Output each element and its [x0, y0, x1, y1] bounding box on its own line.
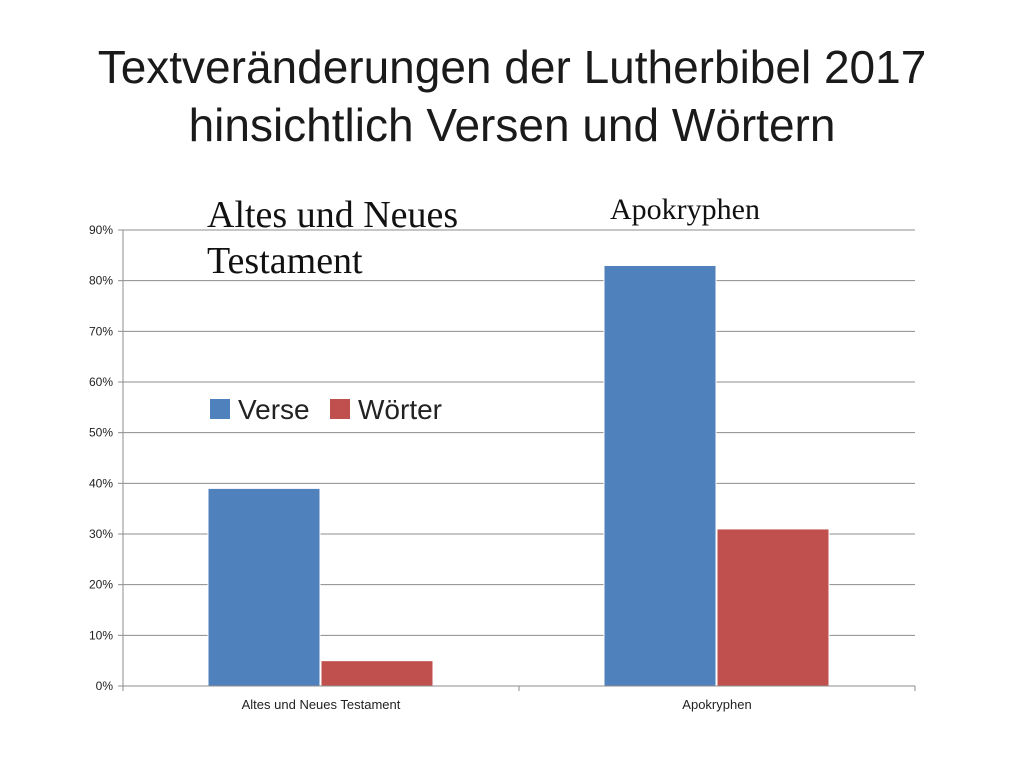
x-category-label: Altes und Neues Testament	[242, 697, 401, 712]
overlay-label-apokryphen: Apokryphen	[610, 193, 760, 226]
slide-title: Textveränderungen der Lutherbibel 2017 h…	[0, 38, 1024, 154]
title-line-1: Textveränderungen der Lutherbibel 2017	[97, 41, 927, 93]
legend-label: Wörter	[358, 394, 442, 425]
legend-label: Verse	[238, 394, 310, 425]
overlay-label-testament: Altes und Neues Testament	[207, 192, 458, 284]
y-tick-label: 50%	[89, 426, 113, 440]
y-tick-label: 90%	[89, 223, 113, 237]
y-tick-label: 20%	[89, 578, 113, 592]
y-tick-label: 70%	[89, 324, 113, 338]
bar-w-rter-1	[320, 660, 434, 687]
bar-w-rter-2	[716, 528, 830, 687]
y-tick-label: 80%	[89, 274, 113, 288]
bar-verse-2	[603, 264, 717, 687]
y-tick-label: 0%	[96, 679, 114, 693]
y-tick-label: 10%	[89, 628, 113, 642]
y-tick-label: 40%	[89, 476, 113, 490]
legend-swatch	[330, 399, 350, 419]
y-tick-label: 30%	[89, 527, 113, 541]
title-line-2: hinsichtlich Versen und Wörtern	[188, 99, 836, 151]
legend-swatch	[210, 399, 230, 419]
bar-verse-1	[207, 487, 321, 687]
overlay-label-testament-line-2: Testament	[207, 240, 363, 282]
overlay-label-testament-line-1: Altes und Neues	[207, 194, 459, 236]
x-category-label: Apokryphen	[682, 697, 751, 712]
y-tick-label: 60%	[89, 375, 113, 389]
